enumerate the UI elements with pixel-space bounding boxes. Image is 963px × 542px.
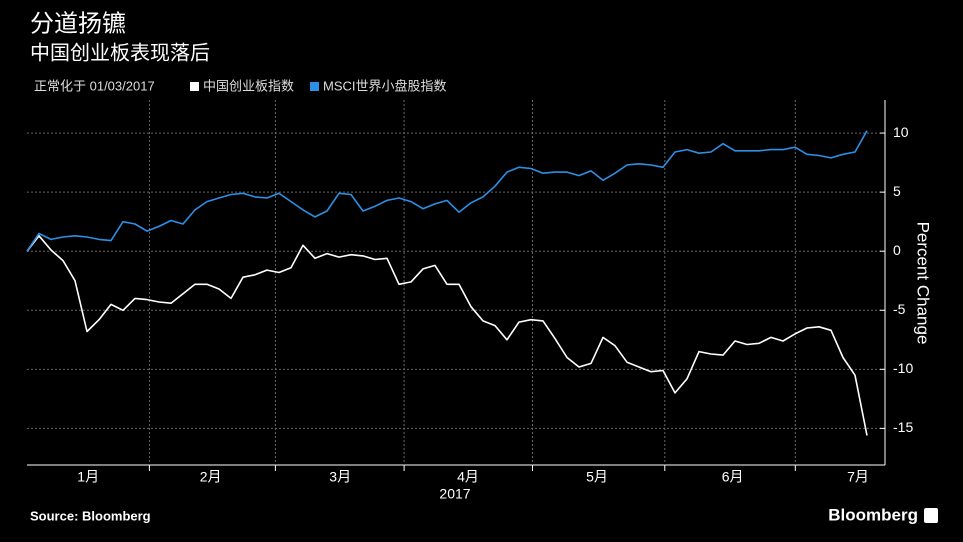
series-line — [26, 235, 868, 436]
y-tick-label: -10 — [893, 360, 913, 376]
chart-subtitle: 中国创业板表现落后 — [30, 41, 210, 64]
note: 正常化于 01/03/2017 — [34, 78, 155, 93]
x-tick-label: 4月 — [457, 469, 479, 485]
legend-swatch — [190, 82, 199, 91]
y-tick-label: -5 — [893, 301, 906, 317]
brand-icon — [924, 508, 938, 523]
x-tick-label: 7月 — [847, 469, 869, 485]
y-axis-label: Percent Change — [914, 222, 933, 345]
chart-title: 分道扬镳 — [30, 10, 126, 37]
x-tick-label: 1月 — [77, 469, 99, 485]
brand: Bloomberg — [828, 505, 918, 524]
y-tick-label: -15 — [893, 419, 913, 435]
x-tick-label: 6月 — [722, 469, 744, 485]
y-tick-label: 0 — [893, 242, 901, 258]
x-tick-label: 2月 — [200, 469, 222, 485]
y-tick-label: 10 — [893, 124, 909, 140]
x-tick-label: 5月 — [586, 469, 608, 485]
legend-swatch — [310, 82, 320, 91]
source: Source: Bloomberg — [30, 508, 151, 523]
legend-label: 中国创业板指数 — [203, 78, 294, 93]
legend-label: MSCI世界小盘股指数 — [323, 78, 447, 93]
x-tick-label: 3月 — [329, 469, 351, 485]
y-tick-label: 5 — [893, 183, 901, 199]
x-axis-label: 2017 — [439, 486, 470, 502]
series-line — [26, 130, 868, 252]
